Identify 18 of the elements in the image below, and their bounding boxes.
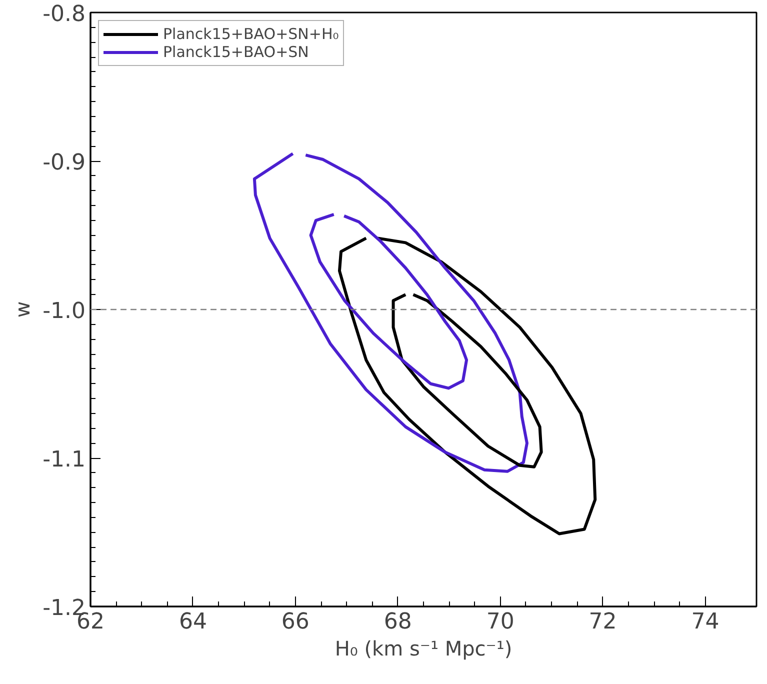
legend-label: Planck15+BAO+SN+H₀ <box>163 25 339 43</box>
line-series <box>392 293 543 468</box>
x-tick-label: 72 <box>588 610 617 634</box>
y-axis-title: w <box>10 301 35 318</box>
line-series <box>338 236 597 536</box>
y-tick-label: -0.8 <box>42 2 86 27</box>
x-tick-label: 64 <box>178 610 207 634</box>
x-tick-label: 66 <box>281 610 310 634</box>
line-series <box>252 152 528 473</box>
x-axis-title: H₀ (km s⁻¹ Mpc⁻¹) <box>334 636 512 660</box>
x-tick-label: 68 <box>384 610 412 634</box>
legend-label: Planck15+BAO+SN <box>163 43 309 61</box>
y-tick-label: -1.1 <box>42 448 86 472</box>
line-series <box>309 212 468 390</box>
x-tick-label: 70 <box>486 610 514 634</box>
y-tick-label: -1.0 <box>42 299 86 324</box>
x-tick-label: 74 <box>691 610 720 634</box>
y-tick-label: -0.9 <box>42 150 86 176</box>
